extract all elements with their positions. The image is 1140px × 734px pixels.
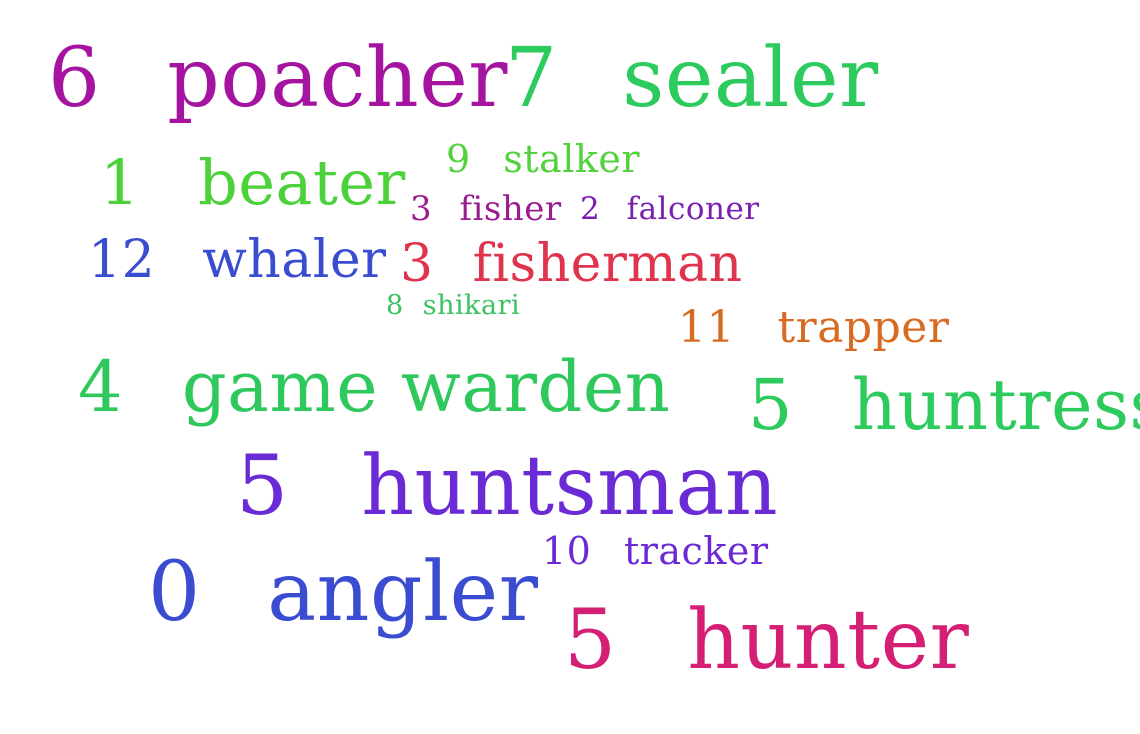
word-label: fisherman [472,234,743,294]
word-label: sealer [622,31,879,126]
word-number: 8 [386,290,404,321]
word-label: huntsman [361,439,779,534]
word-shikari: 8 shikari [386,292,520,319]
word-label: game warden [181,346,671,428]
word-label: angler [267,545,539,640]
word-label: hunter [687,593,970,688]
word-number: 5 [564,593,617,688]
word-number: 5 [236,439,289,534]
word-number: 2 [580,191,601,227]
word-hunter: 5 hunter [564,600,969,682]
word-number: 3 [410,189,433,229]
word-label: falconer [626,191,760,227]
word-fisherman: 3 fisherman [400,238,743,290]
word-label: stalker [503,137,641,181]
word-number: 4 [78,346,124,428]
word-label: huntress [851,364,1140,446]
word-label: poacher [167,31,508,126]
word-falconer: 2 falconer [580,194,760,225]
word-tracker: 10 tracker [542,532,769,570]
word-number: 9 [446,137,471,181]
word-game-warden: 4 game warden [78,352,670,422]
word-number: 11 [678,302,735,353]
word-number: 6 [48,31,101,126]
word-fisher: 3 fisher [410,192,562,226]
word-number: 3 [400,234,434,294]
word-whaler: 12 whaler [88,234,386,286]
word-label: whaler [202,230,387,290]
word-number: 10 [542,529,592,573]
word-beater: 1 beater [100,152,406,214]
word-number: 5 [748,364,794,446]
word-poacher: 6 poacher [48,38,508,120]
word-number: 7 [505,31,558,126]
word-label: tracker [623,529,769,573]
word-number: 0 [148,545,201,640]
word-label: shikari [422,290,521,321]
word-trapper: 11 trapper [678,306,949,350]
word-angler: 0 angler [148,552,538,634]
word-number: 12 [88,230,156,290]
word-stalker: 9 stalker [446,140,640,178]
word-huntress: 5 huntress [748,370,1140,440]
word-label: beater [198,146,406,219]
word-label: trapper [777,302,950,353]
word-sealer: 7 sealer [505,38,879,120]
word-number: 1 [100,146,140,219]
word-label: fisher [459,189,562,229]
word-huntsman: 5 huntsman [236,446,778,528]
